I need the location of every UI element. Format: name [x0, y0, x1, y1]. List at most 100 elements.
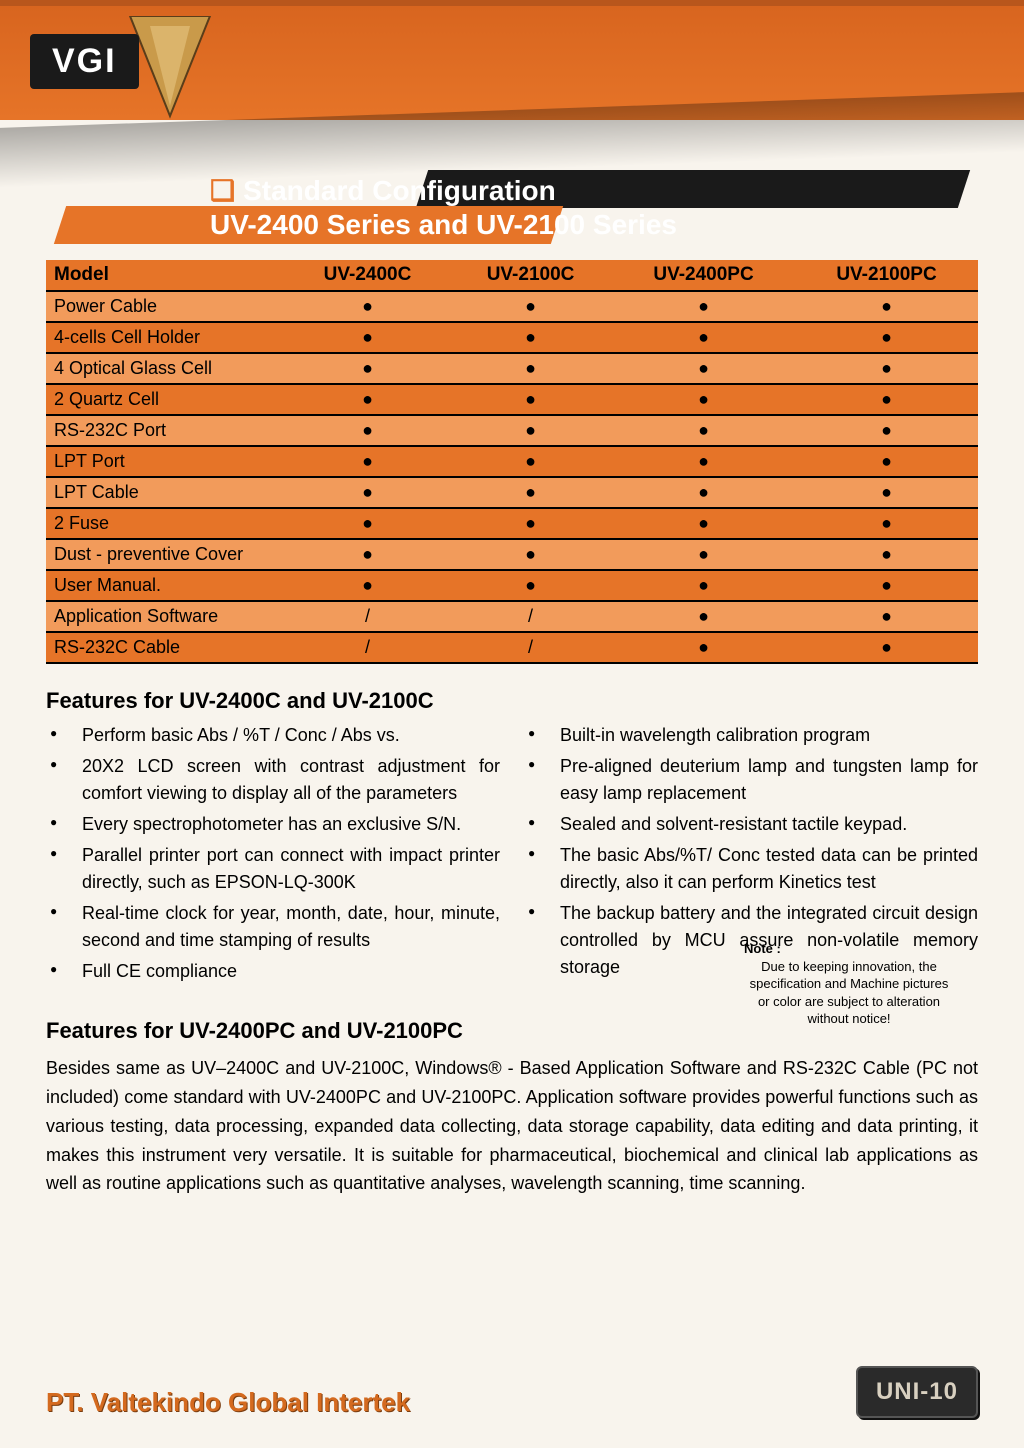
table-cell: LPT Port: [46, 446, 286, 477]
table-cell: RS-232C Cable: [46, 632, 286, 663]
table-header-row: ModelUV-2400CUV-2100CUV-2400PCUV-2100PC: [46, 260, 978, 291]
table-cell: ●: [449, 477, 612, 508]
list-item: Built-in wavelength calibration program: [524, 722, 978, 749]
table-cell: /: [286, 601, 449, 632]
note-body: Due to keeping innovation, the specifica…: [750, 959, 949, 1027]
note-box: Note : Due to keeping innovation, the sp…: [744, 940, 954, 1028]
features-a-title: Features for UV-2400C and UV-2100C: [46, 688, 978, 714]
note-title: Note :: [744, 940, 954, 958]
table-cell: User Manual.: [46, 570, 286, 601]
table-header-cell: UV-2400C: [286, 260, 449, 291]
table-row: 4-cells Cell Holder●●●●: [46, 322, 978, 353]
table-header-cell: UV-2100PC: [795, 260, 978, 291]
list-item: Perform basic Abs / %T / Conc / Abs vs.: [46, 722, 500, 749]
table-cell: ●: [286, 322, 449, 353]
table-row: 2 Fuse●●●●: [46, 508, 978, 539]
table-cell: ●: [795, 446, 978, 477]
table-row: RS-232C Cable//●●: [46, 632, 978, 663]
table-row: Application Software//●●: [46, 601, 978, 632]
table-cell: ●: [449, 508, 612, 539]
table-cell: ●: [795, 632, 978, 663]
table-cell: ●: [612, 508, 795, 539]
table-row: User Manual.●●●●: [46, 570, 978, 601]
features-b-paragraph: Besides same as UV–2400C and UV-2100C, W…: [46, 1054, 978, 1198]
table-cell: ●: [612, 322, 795, 353]
table-cell: ●: [612, 632, 795, 663]
list-item: Full CE compliance: [46, 958, 500, 985]
table-cell: ●: [286, 477, 449, 508]
table-cell: ●: [286, 539, 449, 570]
table-row: Dust - preventive Cover●●●●: [46, 539, 978, 570]
table-cell: RS-232C Port: [46, 415, 286, 446]
table-header-cell: Model: [46, 260, 286, 291]
list-item: Sealed and solvent-resistant tactile key…: [524, 811, 978, 838]
table-row: Power Cable●●●●: [46, 291, 978, 322]
table-row: LPT Cable●●●●: [46, 477, 978, 508]
table-cell: 2 Quartz Cell: [46, 384, 286, 415]
table-cell: Application Software: [46, 601, 286, 632]
features-section-b: Features for UV-2400PC and UV-2100PC Bes…: [46, 1013, 978, 1198]
table-cell: ●: [449, 291, 612, 322]
table-row: LPT Port●●●●: [46, 446, 978, 477]
title-bullet-icon: ❑: [210, 175, 235, 206]
features-a-left-list: Perform basic Abs / %T / Conc / Abs vs. 2…: [46, 722, 500, 989]
table-cell: ●: [612, 384, 795, 415]
table-cell: ●: [286, 570, 449, 601]
list-item: Real-time clock for year, month, date, h…: [46, 900, 500, 954]
table-cell: LPT Cable: [46, 477, 286, 508]
table-cell: ●: [795, 539, 978, 570]
table-cell: ●: [795, 415, 978, 446]
table-cell: ●: [286, 353, 449, 384]
table-cell: ●: [449, 353, 612, 384]
list-item: Every spectrophotometer has an exclusive…: [46, 811, 500, 838]
spec-table-wrap: ModelUV-2400CUV-2100CUV-2400PCUV-2100PC …: [46, 260, 978, 664]
table-cell: ●: [612, 539, 795, 570]
title-line-1: Standard Configuration: [243, 175, 556, 206]
table-cell: ●: [449, 322, 612, 353]
table-cell: ●: [612, 415, 795, 446]
table-cell: 4-cells Cell Holder: [46, 322, 286, 353]
table-header-cell: UV-2400PC: [612, 260, 795, 291]
title-banner: ❑ Standard Configuration UV-2400 Series a…: [60, 170, 964, 244]
table-cell: ●: [612, 353, 795, 384]
table-cell: ●: [612, 570, 795, 601]
list-item: Pre-aligned deuterium lamp and tungsten …: [524, 753, 978, 807]
page-badge: UNI-10: [856, 1366, 978, 1418]
table-cell: ●: [795, 508, 978, 539]
table-cell: ●: [795, 384, 978, 415]
title-line-2: UV-2400 Series and UV-2100 Series: [210, 209, 677, 240]
table-row: RS-232C Port●●●●: [46, 415, 978, 446]
table-cell: ●: [286, 446, 449, 477]
table-cell: ●: [795, 353, 978, 384]
table-cell: ●: [795, 570, 978, 601]
table-cell: ●: [286, 415, 449, 446]
table-cell: ●: [449, 446, 612, 477]
table-cell: ●: [286, 291, 449, 322]
table-cell: ●: [286, 508, 449, 539]
table-cell: 2 Fuse: [46, 508, 286, 539]
company-name: PT. Valtekindo Global Intertek: [46, 1387, 410, 1418]
list-item: Parallel printer port can connect with i…: [46, 842, 500, 896]
table-cell: ●: [449, 384, 612, 415]
table-cell: /: [449, 601, 612, 632]
list-item: The basic Abs/%T/ Conc tested data can b…: [524, 842, 978, 896]
spec-table: ModelUV-2400CUV-2100CUV-2400PCUV-2100PC …: [46, 260, 978, 664]
table-cell: ●: [795, 601, 978, 632]
table-cell: /: [286, 632, 449, 663]
table-cell: /: [449, 632, 612, 663]
table-row: 2 Quartz Cell●●●●: [46, 384, 978, 415]
table-cell: ●: [795, 291, 978, 322]
table-cell: ●: [286, 384, 449, 415]
list-item: 20X2 LCD screen with contrast adjustment…: [46, 753, 500, 807]
table-cell: Power Cable: [46, 291, 286, 322]
table-cell: 4 Optical Glass Cell: [46, 353, 286, 384]
table-row: 4 Optical Glass Cell●●●●: [46, 353, 978, 384]
footer: PT. Valtekindo Global Intertek UNI-10: [46, 1366, 978, 1418]
table-cell: ●: [612, 291, 795, 322]
table-cell: ●: [795, 477, 978, 508]
table-cell: ●: [612, 601, 795, 632]
table-cell: ●: [795, 322, 978, 353]
table-header-cell: UV-2100C: [449, 260, 612, 291]
table-cell: ●: [449, 539, 612, 570]
table-cell: ●: [612, 446, 795, 477]
